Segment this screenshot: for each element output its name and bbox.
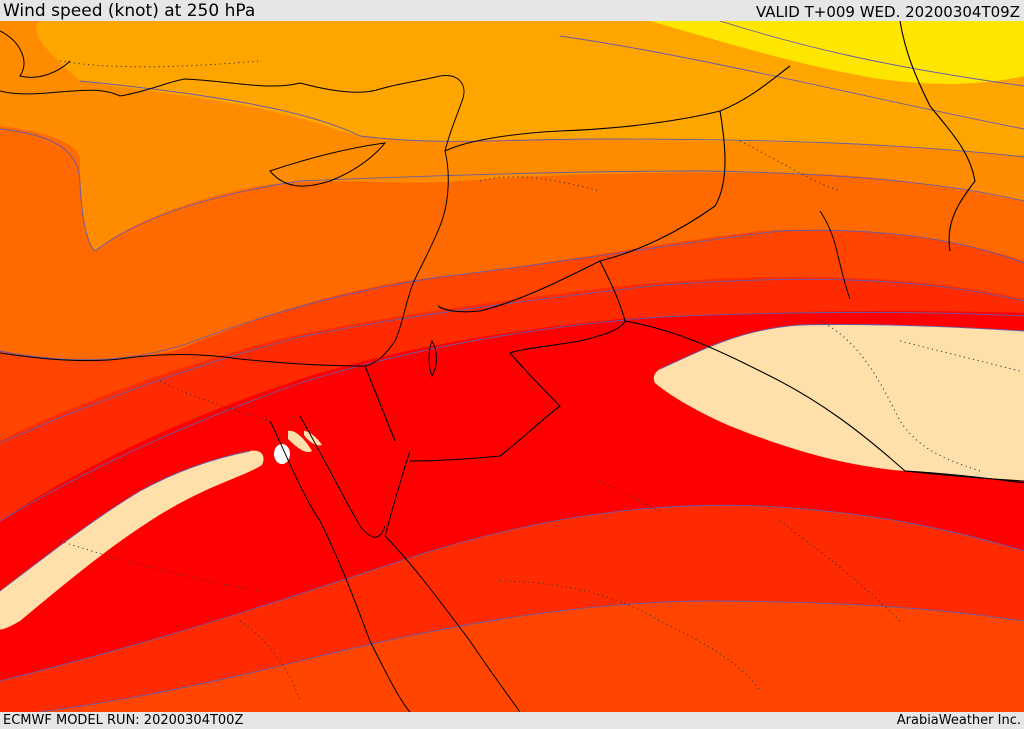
coastline-sinai <box>299 415 386 538</box>
contour-line <box>0 229 1024 361</box>
coastline-gulf <box>819 210 851 300</box>
border-egypt-sudan <box>409 352 561 462</box>
coastline-cyprus <box>269 142 387 187</box>
contour-line <box>0 311 1024 522</box>
border-iraq-iran <box>899 21 976 252</box>
light-patch-b <box>304 431 322 446</box>
border-saudi-jordan <box>509 260 626 354</box>
border-syria-iraq <box>599 110 726 262</box>
coastline-egypt <box>0 352 366 367</box>
coastline-aqaba <box>384 450 411 537</box>
admin-boundary <box>599 480 661 512</box>
border-egypt-libya <box>364 365 396 442</box>
valid-time: VALID T+009 WED. 20200304T09Z <box>755 3 1020 21</box>
contour-line <box>39 600 1024 712</box>
admin-boundary <box>779 520 901 622</box>
light-patch-a <box>288 430 312 453</box>
footer-bar: ECMWF MODEL RUN: 20200304T00Z ArabiaWeat… <box>0 712 1024 729</box>
dead-sea <box>428 339 437 378</box>
coastline-levant <box>364 150 449 367</box>
jet-core-west <box>0 450 264 630</box>
map-title: Wind speed (knot) at 250 hPa <box>3 1 256 21</box>
band-red-orange-lower <box>40 601 1024 712</box>
credit-text: ArabiaWeather Inc. <box>896 713 1021 728</box>
contour-line <box>0 450 251 592</box>
border-turkey-syria <box>444 65 791 152</box>
admin-boundary <box>59 540 261 592</box>
header-bar: Wind speed (knot) at 250 hPa VALID T+009… <box>0 0 1024 21</box>
admin-boundary <box>899 340 1021 372</box>
border-saudi-yemen <box>904 470 1024 484</box>
contour-line <box>559 35 1024 130</box>
coastline-red-sea-west <box>269 420 411 712</box>
band-orange-red-lower <box>0 505 1024 712</box>
contour-line <box>0 278 1024 444</box>
jet-core-east <box>653 324 1024 481</box>
border-jordan-iraq <box>437 260 601 313</box>
wind-speed-map <box>0 21 1024 712</box>
contour-line <box>719 21 1024 87</box>
contour-line <box>0 128 1024 252</box>
model-run: ECMWF MODEL RUN: 20200304T00Z <box>3 713 244 728</box>
white-patch <box>274 444 290 464</box>
coastline-red-sea-east <box>384 535 521 712</box>
border-saudi-north <box>624 320 1024 482</box>
coastline-turkey <box>0 75 465 152</box>
coastline-aegean <box>0 30 71 78</box>
contour-line <box>0 504 1024 682</box>
contour-line <box>659 324 1024 370</box>
admin-boundary <box>239 620 301 702</box>
contour-line <box>79 80 1024 158</box>
